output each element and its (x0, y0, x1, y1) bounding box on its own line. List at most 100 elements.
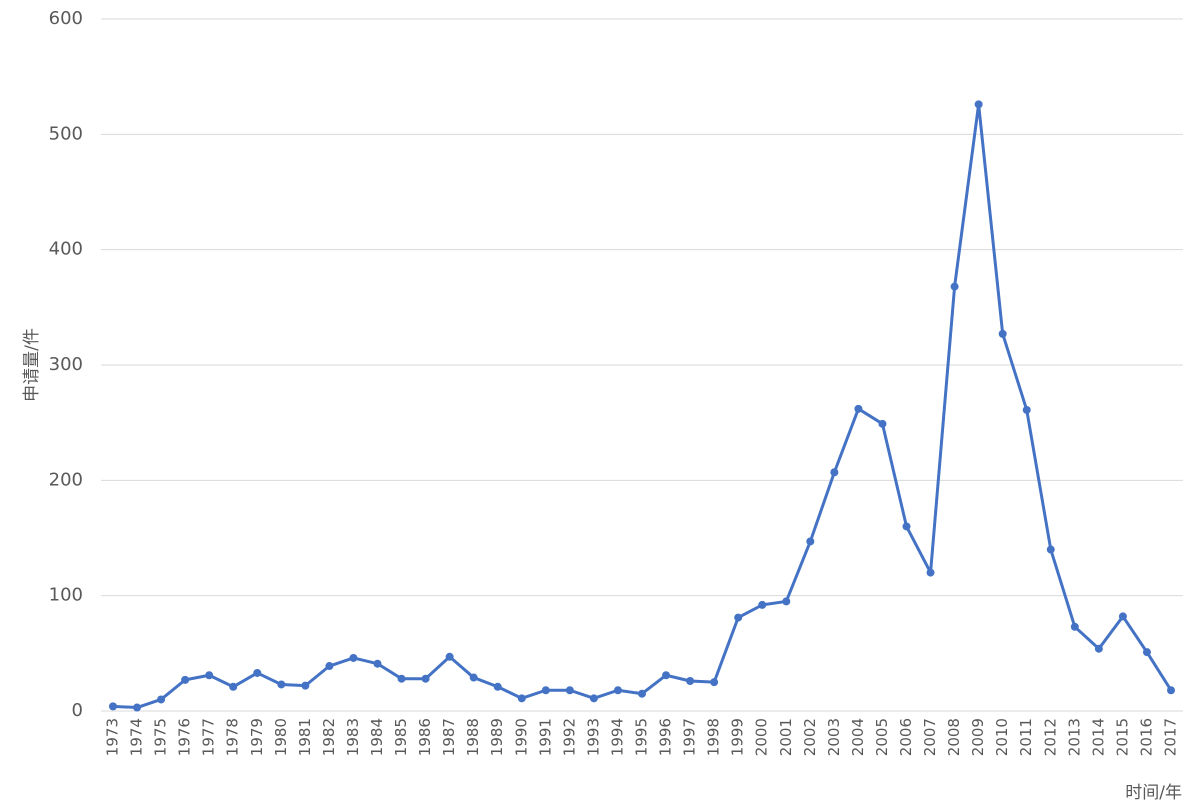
data-point (613, 686, 622, 695)
x-tick-label: 1984 (368, 718, 386, 756)
data-point (541, 686, 550, 695)
x-tick-label: 2007 (921, 718, 939, 756)
data-point (734, 613, 743, 622)
data-point (421, 674, 430, 683)
data-point (854, 404, 863, 413)
data-point (373, 659, 382, 668)
data-point (878, 419, 887, 428)
data-point (926, 568, 935, 577)
data-point (902, 522, 911, 531)
data-point (229, 682, 238, 691)
y-tick-label: 500 (49, 123, 83, 144)
x-tick-label: 2011 (1017, 718, 1035, 756)
x-tick-label: 1989 (488, 718, 506, 756)
x-tick-label: 1980 (272, 718, 290, 756)
data-point (493, 682, 502, 691)
y-tick-label: 0 (72, 700, 83, 721)
x-tick-label: 1998 (705, 718, 723, 756)
x-tick-label: 1981 (296, 718, 314, 756)
x-tick-label: 1991 (536, 718, 554, 756)
x-tick-label: 2013 (1065, 718, 1083, 756)
data-point (998, 329, 1007, 338)
data-point (469, 673, 478, 682)
data-point (181, 675, 190, 684)
x-tick-label: 2010 (993, 718, 1011, 756)
x-tick-label: 1999 (729, 718, 747, 756)
x-tick-label: 2009 (969, 718, 987, 756)
x-tick-label: 1993 (584, 718, 602, 756)
x-tick-label: 2014 (1089, 718, 1107, 756)
x-tick-label: 2012 (1041, 718, 1059, 756)
x-tick-label: 1992 (560, 718, 578, 756)
data-point (1022, 405, 1031, 414)
data-point (1142, 648, 1151, 657)
data-point (950, 282, 959, 291)
x-tick-label: 1974 (128, 718, 146, 756)
x-tick-label: 1983 (344, 718, 362, 756)
x-tick-label: 2001 (777, 718, 795, 756)
x-tick-label: 2003 (825, 718, 843, 756)
data-point (758, 600, 767, 609)
x-tick-label: 2004 (849, 718, 867, 756)
data-point (1070, 622, 1079, 631)
data-point (782, 597, 791, 606)
x-tick-label: 2000 (753, 718, 771, 756)
data-point (325, 662, 334, 671)
x-axis-title: 时间/年 (1125, 783, 1182, 803)
x-tick-label: 1986 (416, 718, 434, 756)
y-tick-label: 200 (49, 469, 83, 490)
x-tick-label: 1987 (440, 718, 458, 756)
data-point (205, 671, 214, 680)
data-point (686, 677, 695, 686)
x-tick-label: 1976 (176, 718, 194, 756)
x-tick-label: 2017 (1162, 718, 1180, 756)
x-tick-label: 2005 (873, 718, 891, 756)
x-tick-label: 1973 (104, 718, 122, 756)
data-point (1046, 545, 1055, 554)
data-point (133, 703, 142, 712)
data-point (662, 671, 671, 680)
data-point (974, 100, 983, 109)
data-point (830, 468, 839, 477)
data-point (710, 678, 719, 687)
data-point (1094, 644, 1103, 653)
x-tick-label: 2015 (1113, 718, 1131, 756)
x-tick-label: 1996 (657, 718, 675, 756)
data-point (589, 694, 598, 703)
y-axis-title: 申请量/件 (22, 328, 42, 402)
x-tick-label: 1975 (152, 718, 170, 756)
data-point (806, 537, 815, 546)
data-line (112, 102, 1173, 710)
x-tick-label: 2006 (897, 718, 915, 756)
x-tick-label: 1979 (248, 718, 266, 756)
data-point (157, 695, 166, 704)
data-point (638, 689, 646, 698)
data-point (253, 668, 262, 677)
data-point (517, 694, 526, 703)
data-point (349, 653, 358, 662)
x-tick-label: 1988 (464, 718, 482, 756)
y-tick-label: 100 (49, 585, 83, 606)
x-tick-label: 1990 (512, 718, 530, 756)
data-point (1118, 612, 1127, 621)
data-point (565, 686, 574, 695)
x-tick-label: 1978 (224, 718, 242, 756)
x-tick-label: 2002 (801, 718, 819, 756)
data-point (301, 681, 310, 690)
x-tick-label: 1995 (633, 718, 651, 756)
data-point (1167, 686, 1175, 695)
data-point (397, 674, 406, 683)
x-tick-label: 2016 (1137, 718, 1155, 756)
x-tick-label: 1994 (608, 718, 626, 756)
x-tick-label: 2008 (945, 718, 963, 756)
x-tick-label: 1985 (392, 718, 410, 756)
x-tick-label: 1997 (681, 718, 699, 756)
y-tick-label: 400 (49, 239, 83, 260)
data-point (277, 680, 286, 689)
x-tick-label: 1977 (200, 718, 218, 756)
data-point (109, 702, 117, 711)
y-tick-label: 600 (49, 8, 83, 29)
x-tick-label: 1982 (320, 718, 338, 756)
data-point (445, 652, 454, 661)
